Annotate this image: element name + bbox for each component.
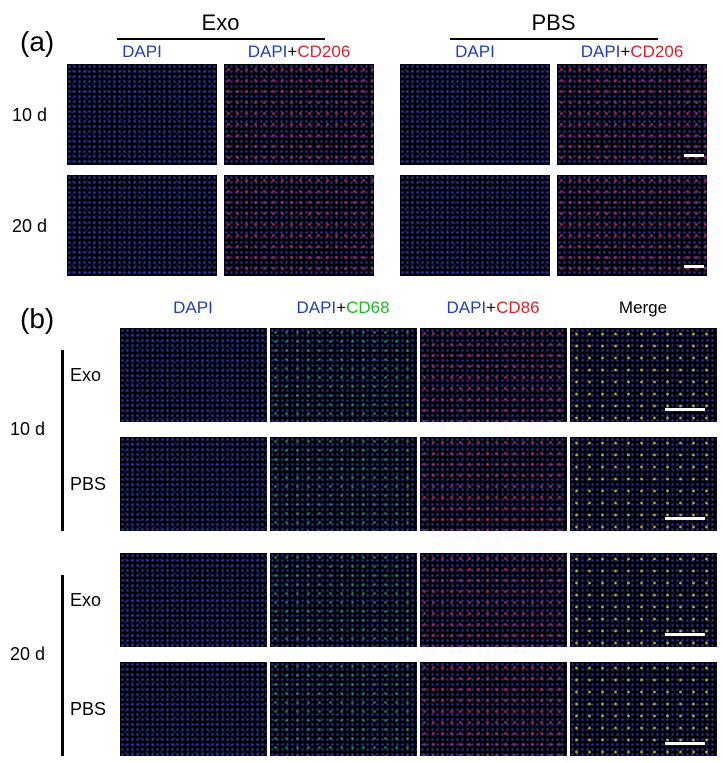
header-part: Merge bbox=[618, 298, 668, 317]
timepoint-label: 20 d bbox=[10, 643, 46, 664]
scale-bar bbox=[684, 154, 704, 157]
timepoint-label: 10 d bbox=[10, 418, 46, 439]
column-header: DAPI bbox=[455, 43, 495, 60]
scale-bar bbox=[665, 517, 705, 520]
header-part: + bbox=[620, 42, 631, 61]
column-header: DAPI+CD86 bbox=[446, 299, 539, 316]
micrograph bbox=[120, 328, 267, 422]
header-part: DAPI bbox=[580, 42, 621, 61]
header-part: + bbox=[336, 298, 347, 317]
scale-bar bbox=[665, 633, 705, 636]
micrograph bbox=[570, 553, 717, 647]
column-header: DAPI+CD206 bbox=[581, 43, 684, 60]
panel-label: (b) bbox=[20, 303, 55, 334]
micrograph bbox=[120, 437, 267, 531]
row-label: Exo bbox=[70, 590, 102, 610]
column-header: Merge bbox=[619, 299, 667, 316]
column-header: DAPI bbox=[122, 43, 162, 60]
column-header: DAPI+CD206 bbox=[248, 43, 351, 60]
header-part: DAPI bbox=[455, 42, 495, 61]
micrograph bbox=[270, 437, 417, 531]
header-part: CD206 bbox=[630, 42, 684, 61]
scale-bar bbox=[684, 265, 704, 268]
micrograph bbox=[420, 328, 567, 422]
micrograph bbox=[270, 328, 417, 422]
micrograph bbox=[420, 662, 567, 756]
micrograph bbox=[67, 64, 217, 165]
row-label: Exo bbox=[70, 365, 102, 385]
header-part: + bbox=[486, 298, 497, 317]
header-part: CD206 bbox=[297, 42, 351, 61]
micrograph bbox=[420, 437, 567, 531]
micrograph bbox=[557, 175, 707, 276]
group-bracket bbox=[61, 350, 64, 531]
scale-bar bbox=[665, 742, 705, 745]
column-header: DAPI bbox=[173, 299, 213, 316]
micrograph bbox=[270, 662, 417, 756]
group-bracket bbox=[61, 575, 64, 756]
micrograph bbox=[570, 662, 717, 756]
row-label: PBS bbox=[70, 474, 107, 494]
header-part: + bbox=[287, 42, 298, 61]
header-part: DAPI bbox=[122, 42, 162, 61]
micrograph bbox=[224, 64, 374, 165]
group-underline bbox=[449, 38, 658, 40]
micrograph bbox=[120, 662, 267, 756]
column-header: DAPI+CD68 bbox=[296, 299, 389, 316]
micrograph bbox=[570, 328, 717, 422]
micrograph bbox=[67, 175, 217, 276]
row-label: 20 d bbox=[12, 216, 48, 236]
micrograph bbox=[120, 553, 267, 647]
micrograph bbox=[224, 175, 374, 276]
header-part: DAPI bbox=[296, 298, 337, 317]
header-part: CD68 bbox=[346, 298, 390, 317]
group-title: PBS bbox=[531, 10, 576, 35]
micrograph bbox=[400, 64, 550, 165]
micrograph bbox=[400, 175, 550, 276]
header-part: DAPI bbox=[446, 298, 487, 317]
micrograph bbox=[570, 437, 717, 531]
header-part: DAPI bbox=[247, 42, 288, 61]
group-title: Exo bbox=[201, 10, 240, 35]
panel-label: (a) bbox=[20, 26, 55, 57]
row-label: 10 d bbox=[12, 105, 48, 125]
micrograph bbox=[557, 64, 707, 165]
header-part: DAPI bbox=[173, 298, 213, 317]
row-label: PBS bbox=[70, 699, 107, 719]
micrograph bbox=[270, 553, 417, 647]
group-underline bbox=[116, 38, 325, 40]
micrograph bbox=[420, 553, 567, 647]
header-part: CD86 bbox=[496, 298, 540, 317]
scale-bar bbox=[665, 408, 705, 411]
